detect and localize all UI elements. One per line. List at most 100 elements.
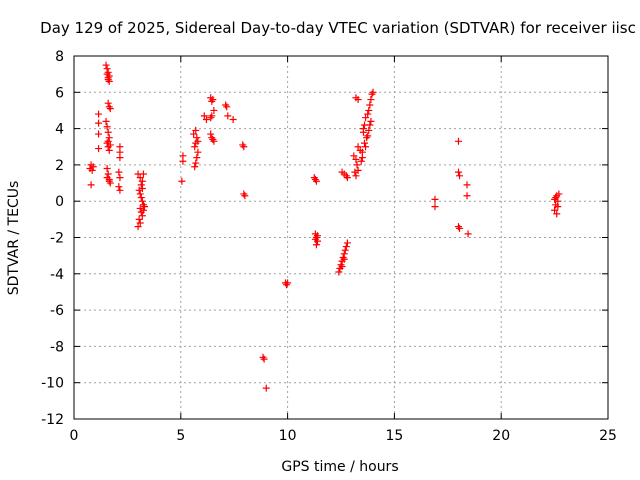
data-point [104,137,112,145]
data-point [202,116,210,124]
data-point [555,190,563,198]
data-point [116,186,124,194]
data-point [138,177,146,185]
data-point [105,77,113,85]
y-axis-label: SDTVAR / TECUs [6,181,22,296]
data-point [103,174,111,182]
data-point [262,384,270,392]
data-point [207,130,215,138]
data-point [106,105,114,113]
data-point [350,152,358,160]
data-point [456,224,464,232]
data-point [339,253,347,261]
data-point [95,130,103,138]
data-point [259,353,267,361]
x-axis-label: GPS time / hours [281,459,398,475]
data-point [105,103,113,111]
data-point [191,143,199,151]
data-point [222,101,230,109]
data-point [367,117,375,125]
data-point [311,175,319,183]
data-point [312,241,320,249]
data-point [138,212,146,220]
data-point [139,170,147,178]
data-point [137,194,145,202]
chart-title: Day 129 of 2025, Sidereal Day-to-day VTE… [40,19,636,37]
data-point [260,355,268,363]
data-point [240,190,248,198]
y-tick-label: -2 [50,231,64,247]
data-point [362,114,370,122]
data-point [139,206,147,214]
data-point [311,235,319,243]
data-point [179,157,187,165]
y-tick-label: 6 [55,85,64,101]
y-tick-label: -10 [41,376,64,392]
data-point [103,70,111,78]
data-point [104,74,112,82]
data-point [105,134,113,142]
data-point [240,143,248,151]
data-point [341,246,349,254]
data-point [454,168,462,176]
data-point [178,177,186,185]
data-point [207,114,215,122]
data-point [229,116,237,124]
data-point [352,155,360,163]
data-point [283,281,291,289]
data-point [223,103,231,111]
data-point [115,183,123,191]
data-point [103,165,111,173]
data-point [364,132,372,140]
data-point [357,157,365,165]
data-point [193,134,201,142]
data-point [95,119,103,127]
data-point [364,110,372,118]
data-point [135,215,143,223]
data-point [192,159,200,167]
data-point [312,177,320,185]
data-point [359,125,367,133]
data-point [368,90,376,98]
data-point [89,163,97,171]
y-tick-label: 0 [55,194,64,210]
data-point [241,192,249,200]
data-point [200,112,208,120]
data-point [312,234,320,241]
data-point [138,197,146,205]
data-point [456,172,464,180]
x-tick-label: 20 [492,428,510,444]
data-point [95,145,103,153]
data-point [140,203,148,211]
data-point [104,128,112,136]
data-point [464,230,472,238]
data-point [354,166,362,174]
data-point [343,174,351,182]
y-tick-label: -6 [50,303,64,319]
data-point [105,177,113,185]
data-point [352,172,360,180]
data-points [86,61,563,392]
data-point [551,206,559,214]
data-point [209,96,217,104]
data-point [137,181,145,189]
x-tick-label: 5 [176,428,185,444]
y-tick-label: 8 [55,49,64,65]
data-point [338,263,346,271]
data-point [136,174,144,182]
data-point [103,123,111,131]
data-point [366,121,374,129]
data-point [353,161,361,169]
data-point [95,110,103,118]
data-point [314,232,322,240]
y-tick-label: -4 [50,267,64,283]
data-point [224,112,232,120]
data-point [138,184,146,192]
x-tick-label: 15 [385,428,403,444]
data-point [192,126,200,134]
x-tick-label: 0 [70,428,79,444]
data-point [106,141,114,149]
data-point [210,137,218,145]
data-point [335,268,343,276]
